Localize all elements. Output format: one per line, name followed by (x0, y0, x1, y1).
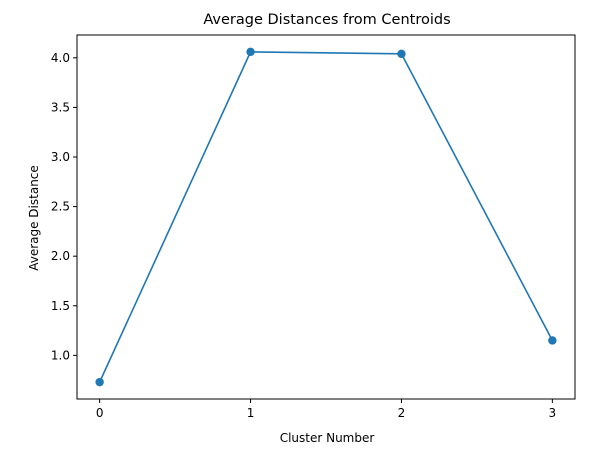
y-tick-label: 2.5 (51, 200, 70, 214)
y-tick-label: 3.5 (51, 100, 70, 114)
data-point (548, 336, 557, 345)
series-layer (95, 47, 557, 387)
x-axis-label: Cluster Number (280, 431, 375, 445)
data-point (95, 377, 104, 387)
plot-frame (76, 34, 576, 400)
y-tick-label: 1.0 (51, 348, 70, 362)
chart-title: Average Distances from Centroids (203, 12, 450, 28)
y-tick-label: 4.0 (51, 51, 70, 65)
data-point (246, 47, 255, 57)
y-axis: 1.0 1.5 2.0 2.5 3.0 3.5 4.0 (51, 51, 77, 362)
y-tick-label: 1.5 (51, 299, 70, 313)
x-tick-label: 3 (549, 406, 557, 420)
x-axis: 0 1 2 3 (96, 399, 556, 420)
x-tick-label: 2 (398, 406, 406, 420)
y-axis-label: Average Distance (27, 165, 41, 271)
series-line (98, 51, 554, 383)
x-tick-label: 1 (247, 406, 255, 420)
plot-area: 1.0 1.5 2.0 2.5 3.0 3.5 4.0 0 1 2 3 (51, 34, 576, 420)
data-point (397, 49, 406, 59)
x-tick-label: 0 (96, 406, 104, 420)
y-tick-label: 2.0 (51, 249, 70, 263)
y-tick-label: 3.0 (51, 150, 70, 164)
